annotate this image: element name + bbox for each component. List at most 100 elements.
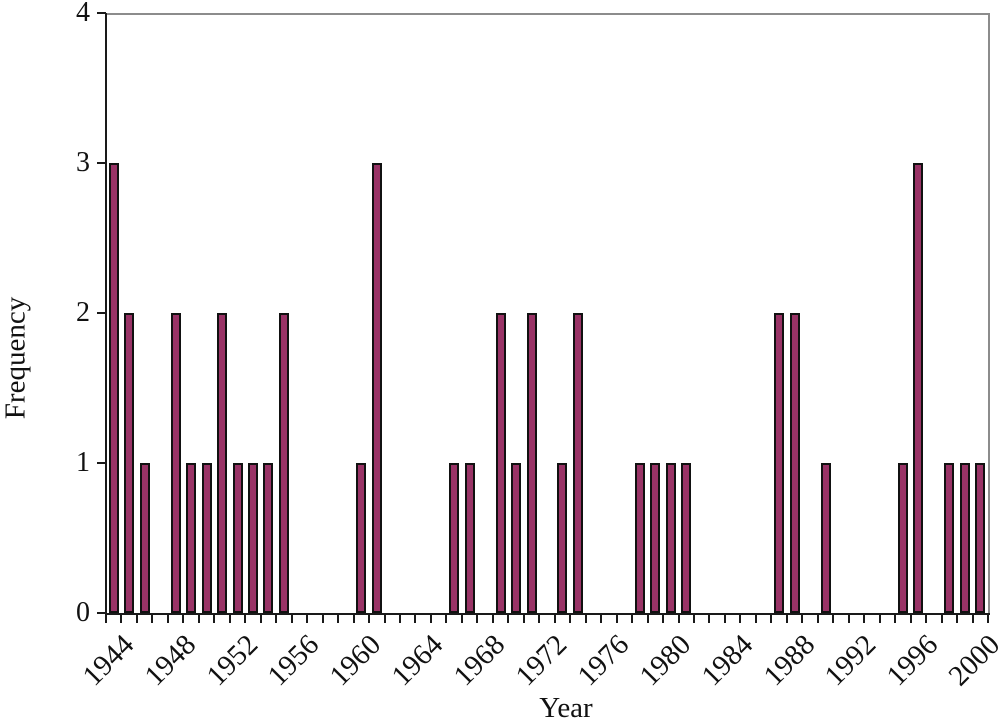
x-tick-mark: [584, 615, 587, 623]
x-tick-mark: [476, 615, 479, 623]
bar-1969: [495, 313, 506, 613]
x-tick-mark: [151, 615, 154, 623]
y-axis-line: [105, 13, 107, 615]
x-tick-mark: [894, 615, 897, 623]
x-tick-label-1976: 1976: [571, 628, 636, 693]
x-tick-mark: [290, 615, 293, 623]
bar-1990: [820, 463, 831, 613]
bar-1949: [186, 463, 197, 613]
x-tick-mark: [708, 615, 711, 623]
x-tick-mark: [600, 615, 603, 623]
y-tick-label-0: 0: [76, 597, 90, 628]
y-tick-mark: [97, 12, 106, 14]
bar-1974: [572, 313, 583, 613]
bar-2000: [975, 463, 986, 613]
x-tick-label-1996: 1996: [880, 628, 945, 693]
x-tick-mark: [337, 615, 340, 623]
bar-1970: [511, 463, 522, 613]
bar-1973: [557, 463, 568, 613]
bar-1980: [665, 463, 676, 613]
x-tick-mark: [816, 615, 819, 623]
x-tick-label-1964: 1964: [385, 628, 450, 693]
x-tick-mark: [213, 615, 216, 623]
x-tick-mark: [971, 615, 974, 623]
bar-1971: [526, 313, 537, 613]
y-tick-label-3: 3: [76, 147, 90, 178]
x-tick-mark: [662, 615, 665, 623]
x-tick-mark: [414, 615, 417, 623]
x-tick-mark: [244, 615, 247, 623]
x-tick-mark: [445, 615, 448, 623]
bar-1952: [232, 463, 243, 613]
x-tick-mark: [182, 615, 185, 623]
plot-frame-right: [988, 13, 990, 615]
x-tick-mark: [197, 615, 200, 623]
y-tick-mark: [97, 312, 106, 314]
x-tick-mark: [429, 615, 432, 623]
bar-1951: [217, 313, 228, 613]
y-tick-label-4: 4: [76, 0, 90, 28]
bar-1987: [774, 313, 785, 613]
bar-1999: [959, 463, 970, 613]
x-tick-mark: [491, 615, 494, 623]
bar-1946: [139, 463, 150, 613]
y-tick-label-2: 2: [76, 297, 90, 328]
x-tick-mark: [832, 615, 835, 623]
x-tick-mark: [863, 615, 866, 623]
x-tick-mark: [105, 615, 107, 623]
bar-1996: [913, 163, 924, 613]
x-tick-mark: [878, 615, 881, 623]
x-tick-mark: [383, 615, 386, 623]
bar-1961: [371, 163, 382, 613]
x-tick-mark: [553, 615, 556, 623]
x-tick-label-1972: 1972: [509, 628, 574, 693]
x-tick-mark: [368, 615, 371, 623]
bar-1954: [263, 463, 274, 613]
x-tick-mark: [306, 615, 309, 623]
bar-1948: [170, 313, 181, 613]
x-tick-mark: [399, 615, 401, 623]
bar-1960: [356, 463, 367, 613]
x-tick-mark: [723, 615, 726, 623]
x-axis-title: Year: [539, 692, 593, 724]
bar-1945: [124, 313, 135, 613]
x-tick-label-1944: 1944: [76, 628, 140, 693]
x-tick-mark: [801, 615, 804, 623]
x-tick-mark: [631, 615, 634, 623]
x-tick-mark: [693, 615, 695, 623]
x-tick-label-1992: 1992: [819, 628, 883, 693]
x-tick-mark: [259, 615, 262, 623]
y-axis-title: Frequency: [0, 296, 32, 420]
bar-1988: [789, 313, 800, 613]
x-tick-label-1968: 1968: [447, 628, 512, 693]
y-tick-mark: [97, 612, 106, 614]
x-tick-mark: [770, 615, 773, 623]
x-tick-mark: [909, 615, 912, 623]
bar-1995: [897, 463, 908, 613]
x-tick-label-1952: 1952: [200, 628, 264, 693]
x-tick-mark: [120, 615, 123, 623]
x-tick-mark: [677, 615, 680, 623]
x-tick-mark: [646, 615, 649, 623]
bar-1978: [634, 463, 645, 613]
bar-1955: [278, 313, 289, 613]
y-tick-label-1: 1: [76, 447, 90, 478]
x-tick-mark: [925, 615, 928, 623]
x-tick-mark: [135, 615, 138, 623]
x-tick-label-1980: 1980: [633, 628, 697, 693]
plot-frame-top: [106, 13, 990, 15]
bar-1967: [464, 463, 475, 613]
x-tick-label-1960: 1960: [323, 628, 388, 693]
x-tick-label-2000: 2000: [942, 628, 1000, 693]
x-tick-mark: [785, 615, 788, 623]
bar-1966: [449, 463, 460, 613]
bar-1953: [248, 463, 258, 613]
y-tick-mark: [97, 162, 106, 164]
x-tick-label-1988: 1988: [757, 628, 821, 693]
x-tick-mark: [275, 615, 278, 623]
x-tick-mark: [739, 615, 742, 623]
x-tick-mark: [166, 615, 169, 623]
x-tick-label-1948: 1948: [138, 628, 202, 693]
x-tick-mark: [507, 615, 510, 623]
